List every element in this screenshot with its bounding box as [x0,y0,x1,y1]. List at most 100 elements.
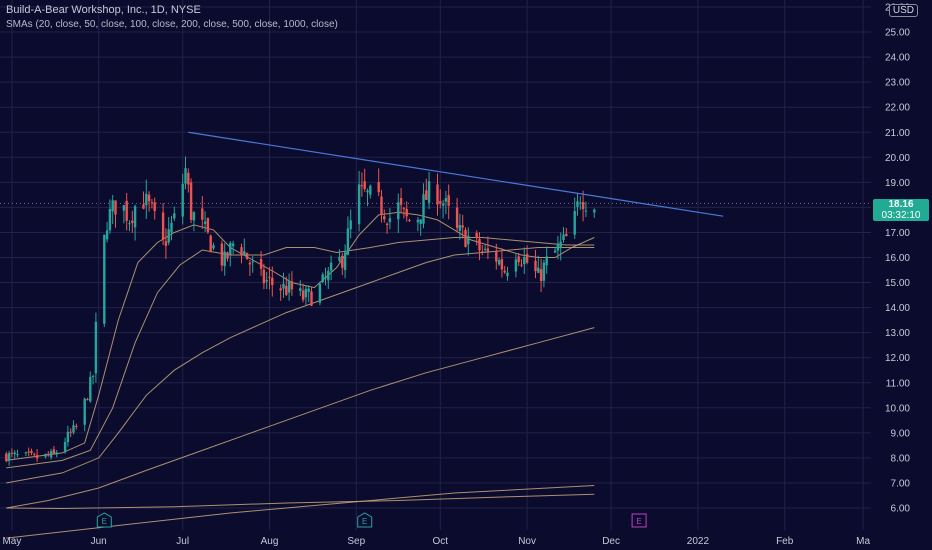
candle-body [226,252,229,259]
candle-body [10,452,14,454]
x-tick-label: 2022 [687,536,710,547]
y-tick-label: 19.00 [885,178,910,189]
candle-body [128,223,131,225]
earnings-event-marker[interactable]: E [357,512,373,528]
y-tick-label: 23.00 [885,78,910,89]
candle-body [111,200,114,212]
candle-body [229,242,232,255]
candle-body [506,272,509,277]
sma-500-line [6,493,595,510]
event-label: E [102,517,107,526]
candle-body [125,200,128,221]
resistance-trendline[interactable] [188,131,724,217]
indicator-legend[interactable]: SMAs (20, close, 50, close, 100, close, … [6,19,338,30]
candle-body [30,450,33,454]
candle-body [94,321,98,374]
candle-body [565,233,568,237]
candle-body [514,259,518,272]
trendline-layer[interactable] [188,131,724,217]
candle-body [133,206,137,228]
last-price-badge: 18.16 03:32:10 [873,199,929,221]
candle-body [458,225,462,231]
candle-body [405,208,408,217]
candle-body [203,221,207,224]
candle-body [301,290,305,300]
candle-body [380,196,383,215]
candle-body [170,222,173,233]
candle-body [285,285,288,295]
candle-body [91,375,95,377]
candle-body [377,182,380,193]
candle-body [105,230,109,240]
candle-body [486,248,490,252]
event-box [631,513,647,528]
last-price-value: 18.16 [888,199,914,210]
price-axis[interactable]: 6.00 7.00 8.00 9.00 10.00 11.00 12.00 13.00 14.0… [885,3,910,515]
candle-body [534,260,537,272]
candle-body [72,425,75,433]
candle-body [5,453,8,462]
x-tick-label: Nov [518,536,536,547]
candle-body [318,283,322,303]
candle-body [24,452,28,454]
candle-body [187,172,190,185]
candle-body [497,260,501,265]
candle-body [131,220,134,223]
candle-body [388,218,392,223]
x-tick-label: Oct [433,536,449,547]
candle-body [89,376,92,402]
candle-body [483,248,487,250]
candle-body [206,217,210,233]
candle-body [173,213,176,219]
symbol-title[interactable]: Build-A-Bear Workshop, Inc., 1D, NYSE [6,4,201,16]
currency-button[interactable]: USD [888,4,918,17]
candle-body [441,203,445,206]
y-tick-label: 15.00 [885,278,910,289]
candle-body [562,234,565,241]
candle-body [164,241,168,246]
x-tick-label: Jun [91,536,107,547]
candle-body [349,220,352,230]
candle-body [66,431,70,443]
x-tick-label: Ma [856,536,870,547]
candle-body [142,204,145,209]
sma-50-line [6,237,595,469]
candle-body [231,243,235,247]
candle-body [422,194,425,224]
candle-body [265,279,268,282]
candle-body [282,283,285,289]
candle-body [16,454,19,456]
candle-body [69,431,72,433]
candle-body [262,269,266,284]
candle-body [559,241,562,248]
time-axis[interactable]: May Jun Jul Aug Sep Oct Nov Dec 2022 Feb Ma [2,536,870,547]
candle-body [425,190,428,200]
event-box [357,512,373,528]
candle-body [593,209,596,213]
earnings-event-marker[interactable]: E [631,513,647,528]
candle-body [161,212,165,240]
y-tick-label: 24.00 [885,53,910,64]
candle-body [167,229,170,243]
candle-body [201,208,204,220]
candle-body [83,398,86,425]
earnings-event-marker[interactable]: E [96,512,112,528]
candle-body [439,201,442,204]
x-tick-label: Feb [776,536,794,547]
candle-body [500,258,504,270]
candle-body [150,202,154,204]
candle-body [397,202,400,220]
y-tick-label: 6.00 [891,504,911,515]
candle-body [223,251,226,267]
sma-200-line [6,327,595,509]
candle-body [245,252,249,260]
candle-body [444,198,448,202]
candle-body [461,225,464,228]
candle-body [523,256,526,265]
candle-body [416,219,420,223]
candle-body [545,256,548,266]
candle-body [481,251,484,253]
candle-body [259,259,263,269]
